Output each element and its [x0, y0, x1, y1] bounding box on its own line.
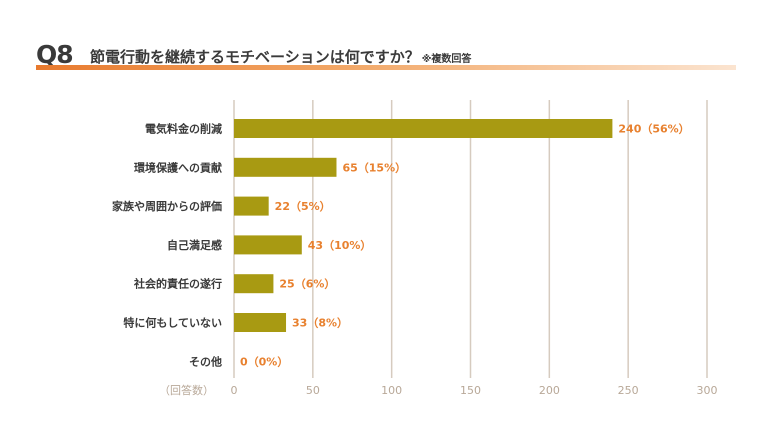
x-tick-label: 250 [618, 384, 639, 397]
category-label: 社会的責任の遂行 [133, 277, 222, 291]
category-label: その他 [189, 354, 222, 368]
x-tick-label: 100 [381, 384, 402, 397]
x-tick-label: 50 [306, 384, 320, 397]
bar [234, 313, 287, 332]
bar [234, 157, 337, 177]
category-label: 電気料金の削減 [145, 122, 222, 136]
question-number: Q8 [36, 40, 74, 69]
question-header: Q8 節電行動を継続するモチベーションは何ですか？ ※複数回答 [36, 40, 736, 70]
question-note: ※複数回答 [421, 54, 472, 65]
bar [234, 274, 274, 294]
x-tick-label: 150 [460, 384, 481, 397]
data-label: 33（8%） [292, 317, 348, 330]
data-label: 25（6%） [279, 278, 335, 291]
question-title: 節電行動を継続するモチベーションは何ですか？ ※複数回答 [90, 46, 471, 67]
x-axis-title: （回答数） [159, 383, 214, 397]
x-tick-label: 300 [697, 384, 718, 397]
labels: 0 50 100 150 200 250 300 （回答数） 電気料金の削減 240（56%） 環境… [112, 122, 718, 398]
grid-lines [233, 100, 708, 378]
header-underline [36, 65, 736, 70]
bar [234, 119, 613, 138]
bars [234, 119, 613, 332]
question-text: 節電行動を継続するモチベーションは何ですか？ [90, 48, 420, 66]
data-label: 22（5%） [275, 200, 331, 213]
category-label: 環境保護への貢献 [134, 160, 222, 174]
data-label: 65（15%） [342, 161, 406, 174]
x-tick-label: 200 [539, 384, 560, 397]
x-tick-label: 0 [231, 384, 238, 397]
bar [234, 196, 269, 216]
data-label: 0（0%） [240, 355, 288, 368]
category-label: 自己満足感 [167, 238, 222, 252]
category-label: 家族や周囲からの評価 [112, 199, 222, 213]
data-label: 43（10%） [308, 239, 372, 252]
category-label: 特に何もしていない [123, 316, 222, 330]
bar [234, 235, 302, 255]
data-label: 240（56%） [618, 123, 689, 136]
